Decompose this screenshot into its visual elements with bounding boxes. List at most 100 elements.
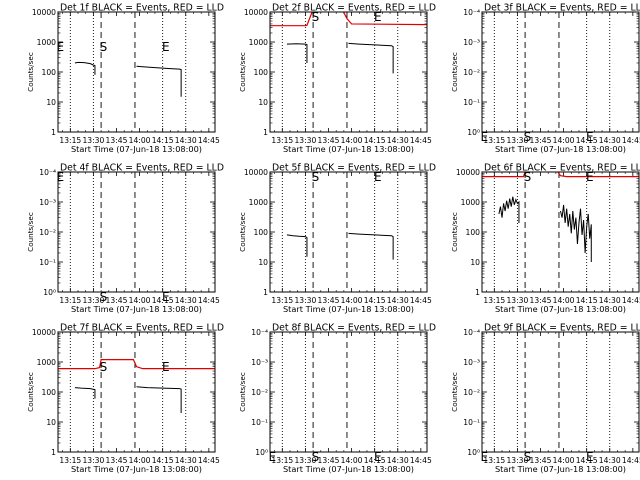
x-axis-label: Start Time (07-Jun-18 13:08:00)	[495, 464, 626, 474]
y-tick-label: 100	[42, 388, 57, 397]
y-tick-label: 10⁻³	[39, 198, 56, 207]
y-tick-label: 10⁻²	[463, 68, 480, 77]
x-tick-label: 14:45	[622, 456, 640, 465]
y-tick-label: 10000	[244, 8, 268, 17]
x-tick-label: 14:00	[129, 456, 151, 465]
plot-frame	[269, 171, 428, 293]
panel-title: Det 3f BLACK = Events, RED = LLD	[484, 3, 640, 14]
plot-area	[58, 332, 215, 452]
x-axis-label: Start Time (07-Jun-18 13:08:00)	[283, 464, 414, 474]
y-tick-label: 10⁻³	[251, 358, 268, 367]
x-tick-label: 13:30	[506, 456, 528, 465]
x-tick-label: 14:00	[341, 296, 363, 305]
x-tick-label: 13:45	[106, 136, 128, 145]
x-tick-label: 14:15	[576, 136, 598, 145]
plot-area	[281, 172, 399, 292]
x-tick-label: 14:45	[198, 136, 220, 145]
interval-marker-label: S	[524, 130, 532, 144]
x-tick-label: 13:30	[82, 456, 104, 465]
y-axis-label: Counts/sec	[450, 212, 459, 252]
y-axis-label: Counts/sec	[450, 52, 459, 92]
y-tick-label: 10⁻¹	[251, 418, 268, 427]
y-tick-label: 10000	[32, 328, 56, 337]
events-series-line	[348, 42, 394, 74]
interval-marker-label: S	[100, 40, 108, 54]
x-axis-label: Start Time (07-Jun-18 13:08:00)	[71, 144, 202, 154]
y-axis-label: Counts/sec	[238, 212, 247, 252]
x-tick-label: 13:45	[318, 296, 340, 305]
x-tick-label: 14:45	[198, 456, 220, 465]
interval-marker-label: E	[162, 290, 170, 304]
y-tick-label: 10⁻⁴	[39, 168, 56, 177]
plot-area	[493, 332, 611, 452]
x-tick-label: 13:45	[106, 456, 128, 465]
y-tick-label: 1	[51, 448, 56, 457]
interval-marker-label: S	[312, 10, 320, 24]
panel-title: Det 9f BLACK = Events, RED = LLD	[484, 323, 640, 334]
y-axis-label: Counts/sec	[238, 372, 247, 412]
x-tick-label: 14:45	[198, 296, 220, 305]
interval-marker-label: E	[374, 450, 382, 464]
interval-marker-label: E	[481, 130, 489, 144]
detector-panel: Det 7f BLACK = Events, RED = LLD 1 10 100 10…	[26, 323, 224, 475]
events-series-line	[498, 196, 520, 223]
x-tick-label: 14:30	[175, 456, 197, 465]
x-tick-label: 14:30	[599, 296, 621, 305]
x-tick-label: 14:45	[622, 136, 640, 145]
interval-marker-label: E	[162, 360, 170, 374]
x-tick-label: 14:00	[553, 456, 575, 465]
y-tick-label: 10	[46, 418, 56, 427]
y-tick-label: 10⁻³	[463, 38, 480, 47]
x-tick-label: 13:15	[271, 136, 293, 145]
x-tick-label: 14:30	[387, 136, 409, 145]
x-tick-label: 14:30	[175, 296, 197, 305]
y-axis-label: Counts/sec	[26, 52, 35, 92]
detector-panel: Det 4f BLACK = Events, RED = LLD 10⁰ 10⁻¹ 1…	[26, 163, 224, 315]
x-tick-label: 13:45	[530, 136, 552, 145]
lld-series-line	[482, 172, 639, 178]
x-tick-label: 13:30	[82, 296, 104, 305]
plot-area	[270, 12, 427, 132]
y-tick-label: 1000	[37, 38, 56, 47]
x-tick-label: 14:45	[410, 296, 432, 305]
x-tick-label: 13:45	[318, 136, 340, 145]
plot-area	[69, 172, 187, 292]
y-tick-label: 1	[263, 128, 268, 137]
x-tick-label: 14:45	[410, 456, 432, 465]
x-axis-label: Start Time (07-Jun-18 13:08:00)	[495, 144, 626, 154]
plot-area	[493, 12, 611, 132]
x-tick-label: 14:30	[175, 136, 197, 145]
y-tick-label: 10⁻²	[463, 388, 480, 397]
y-axis-label: Counts/sec	[26, 212, 35, 252]
interval-marker-label: E	[57, 40, 65, 54]
x-axis-label: Start Time (07-Jun-18 13:08:00)	[283, 304, 414, 314]
y-tick-label: 1000	[461, 198, 480, 207]
y-tick-label: 10	[258, 98, 268, 107]
y-tick-label: 10⁻¹	[463, 98, 480, 107]
interval-marker-label: E	[586, 170, 594, 184]
x-tick-label: 13:15	[59, 136, 81, 145]
x-tick-label: 13:45	[530, 456, 552, 465]
x-tick-label: 13:15	[483, 136, 505, 145]
x-tick-label: 13:30	[294, 136, 316, 145]
y-tick-label: 100	[254, 68, 269, 77]
panel-title: Det 2f BLACK = Events, RED = LLD	[272, 3, 436, 14]
plot-frame	[269, 331, 428, 453]
y-tick-label: 10⁰	[467, 128, 480, 137]
plot-frame	[269, 11, 428, 133]
x-tick-label: 14:30	[387, 456, 409, 465]
detector-panel: Det 9f BLACK = Events, RED = LLD 10⁰ 10⁻¹ 1…	[450, 323, 640, 475]
plot-area	[69, 12, 187, 132]
x-axis-label: Start Time (07-Jun-18 13:08:00)	[495, 304, 626, 314]
x-tick-label: 13:45	[530, 296, 552, 305]
y-tick-label: 10⁻⁴	[251, 328, 268, 337]
lld-series-line	[270, 12, 427, 27]
interval-marker-label: E	[57, 170, 65, 184]
panel-title: Det 7f BLACK = Events, RED = LLD	[60, 323, 224, 334]
y-tick-label: 1000	[37, 358, 56, 367]
panel-title: Det 4f BLACK = Events, RED = LLD	[60, 163, 224, 174]
y-tick-label: 10	[470, 258, 480, 267]
y-axis-label: Counts/sec	[26, 372, 35, 412]
interval-marker-label: S	[312, 450, 320, 464]
